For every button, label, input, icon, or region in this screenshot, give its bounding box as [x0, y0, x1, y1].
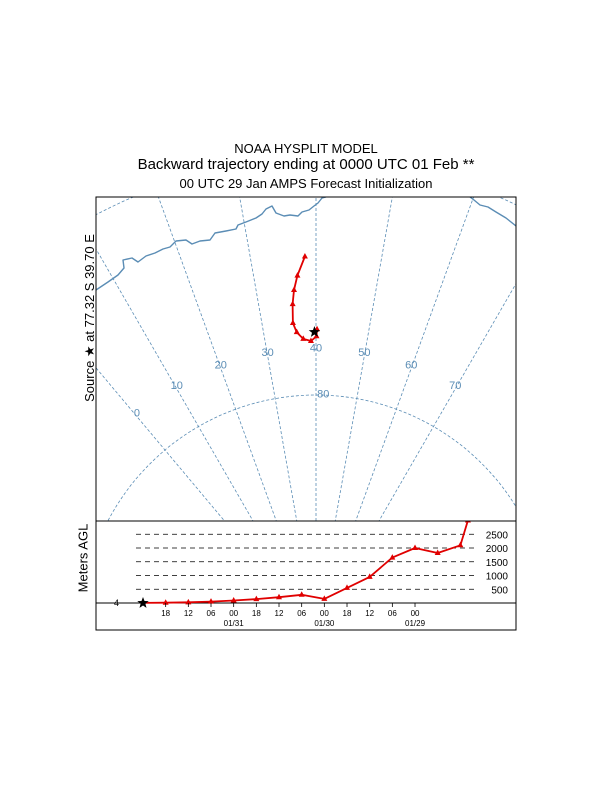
time-tick-label: 12 [365, 609, 374, 618]
profile-marker [276, 593, 283, 600]
meridian-label: 60 [405, 359, 417, 371]
meridian-label: 30 [262, 347, 274, 359]
trajectory-marker [293, 328, 300, 335]
trajectory-marker [307, 337, 314, 343]
model-title: NOAA HYSPLIT MODEL [234, 141, 378, 156]
source-star-icon [308, 326, 321, 337]
profile-marker [208, 598, 215, 604]
profile-marker [412, 544, 419, 550]
meridian-label: 70 [449, 380, 461, 392]
time-tick-label: 06 [207, 609, 216, 618]
time-tick-label: 06 [388, 609, 397, 618]
profile-marker [298, 591, 305, 597]
meridian-label: 0 [134, 408, 140, 420]
trajectory-marker [301, 253, 308, 259]
meridian-line [96, 248, 254, 521]
trajectory-marker [289, 300, 296, 307]
meridian-label: 40 [310, 343, 322, 355]
profile-marker [366, 573, 373, 579]
trajectory-marker [300, 335, 307, 341]
profile-source-star-icon [137, 597, 149, 608]
date-label: 01/31 [224, 619, 245, 628]
height-tick-label: 1500 [486, 558, 509, 569]
profile-marker [162, 599, 169, 605]
parallel-label: 80 [317, 388, 329, 400]
date-label: 01/29 [405, 619, 426, 628]
trajectory-title: Backward trajectory ending at 0000 UTC 0… [137, 156, 475, 173]
meridian-line [334, 197, 393, 521]
initialization-subtitle: 00 UTC 29 Jan AMPS Forecast Initializati… [179, 176, 433, 191]
trajectory-marker [289, 319, 296, 326]
profile-frame [95, 520, 517, 631]
trajectory-marker [294, 272, 301, 278]
trajectory-path [289, 253, 321, 343]
parallel-line [96, 197, 516, 216]
meridian-label: 20 [215, 359, 227, 371]
profile-line [142, 521, 469, 604]
time-tick-label: 18 [252, 609, 261, 618]
time-tick-label: 12 [275, 609, 284, 618]
meridian-line [378, 282, 516, 521]
profile-marker [321, 595, 328, 601]
meridian-line [355, 197, 475, 521]
time-tick-label: 06 [297, 609, 306, 618]
time-tick-label: 18 [343, 609, 352, 618]
profile-marker [344, 584, 351, 590]
profile-marker [230, 597, 237, 603]
trajectory-marker [291, 286, 298, 292]
profile-marker [457, 541, 464, 548]
trajectory-line [291, 256, 318, 342]
meridian-line [157, 197, 277, 521]
height-tick-label: 2500 [486, 530, 509, 541]
date-label: 01/30 [314, 619, 335, 628]
coastline-path [96, 197, 516, 291]
height-tick-label: 1000 [486, 572, 509, 583]
height-tick-label: 500 [491, 585, 508, 596]
time-tick-label: 18 [161, 609, 170, 618]
meridian-label: 50 [358, 347, 370, 359]
source-height-label: 4 [114, 598, 119, 608]
profile-marker [253, 595, 260, 602]
coastline [96, 197, 516, 291]
profile-marker [185, 598, 192, 605]
parallel-line [107, 394, 516, 521]
time-tick-label: 12 [184, 609, 193, 618]
profile-trajectory [137, 521, 471, 608]
meridian-label: 10 [171, 380, 183, 392]
meridian-line [239, 197, 298, 521]
time-tick-label: 00 [320, 609, 329, 618]
profile-marker [464, 521, 471, 523]
meridian-line [96, 367, 226, 521]
map-frame [95, 196, 517, 522]
parallel-label: 70 [325, 154, 337, 166]
time-tick-label: 00 [229, 609, 238, 618]
map-graticule: 0 10 20 30 40 50 60 70 70 80 [96, 154, 516, 521]
time-tick-label: 00 [411, 609, 420, 618]
height-tick-label: 2000 [486, 544, 509, 555]
profile-marker [389, 554, 396, 560]
profile-marker [434, 549, 441, 555]
